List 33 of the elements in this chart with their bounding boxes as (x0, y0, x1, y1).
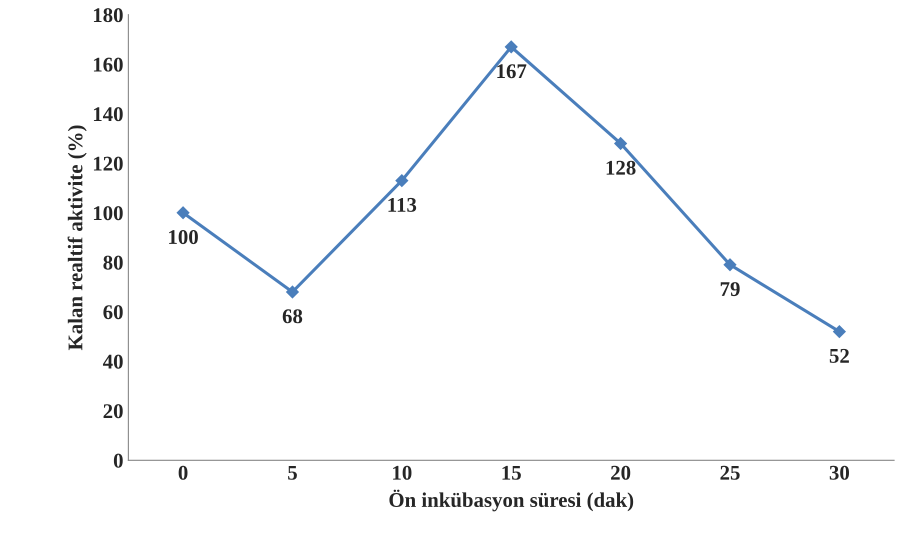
data-label: 167 (497, 64, 526, 78)
point (286, 286, 299, 298)
data-label: 68 (282, 309, 302, 324)
point (724, 258, 736, 272)
x-tick-label: 30 (830, 466, 850, 480)
data-label: 113 (388, 198, 416, 212)
x-tick-label: 5 (288, 466, 297, 480)
x-axis-title: Ön inkübasyon süresi (dak) (389, 490, 634, 512)
y-tick-label: 180 (94, 8, 123, 22)
data-label: 128 (606, 160, 636, 175)
y-tick-label: 40 (102, 354, 123, 369)
x-tick-label: 20 (611, 466, 630, 480)
y-tick-label: 160 (94, 58, 123, 72)
data-label: 79 (720, 282, 740, 296)
y-tick-label: 20 (104, 404, 123, 418)
point (614, 137, 628, 150)
data-label: 52 (830, 348, 849, 363)
x-tick-label: 15 (502, 466, 521, 480)
data-label: 100 (169, 230, 198, 244)
y-tick-label: 60 (103, 305, 123, 320)
point (395, 174, 408, 187)
y-tick-label: 140 (94, 107, 123, 122)
y-tick-label: 0 (114, 454, 123, 468)
y-tick-label: 120 (94, 156, 123, 171)
y-axis-title: Kalan realtif aktivite (%) (68, 125, 87, 350)
point (832, 325, 846, 338)
x-tick-label: 10 (393, 466, 412, 480)
point (504, 40, 518, 54)
x-tick-label: 0 (178, 466, 188, 480)
x-tick-label: 25 (720, 466, 740, 480)
y-tick-label: 80 (103, 256, 123, 270)
y-tick-label: 100 (94, 206, 123, 220)
point (176, 206, 190, 220)
